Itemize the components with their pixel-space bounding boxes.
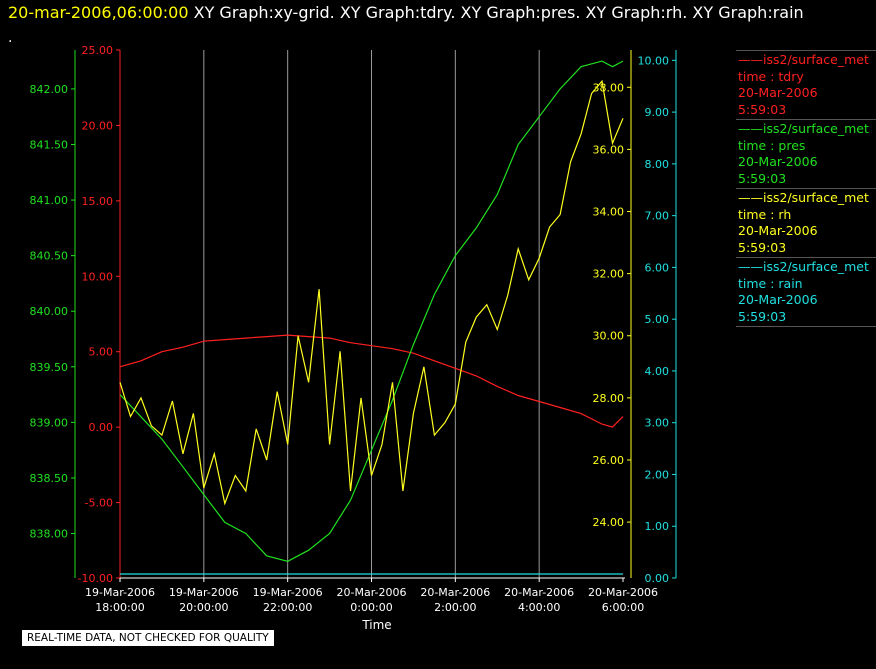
legend: ——iss2/surface_met time : tdry 20-Mar-20…	[736, 50, 876, 327]
rain-tick-label: 3.00	[645, 417, 670, 430]
legend-line-swatch: ——	[738, 121, 763, 136]
pres-tick-label: 841.00	[30, 194, 69, 207]
legend-source: ——iss2/surface_met	[738, 190, 869, 205]
legend-line-swatch: ——	[738, 259, 763, 274]
rain-tick-label: 1.00	[645, 520, 670, 533]
tdry-tick-label: 15.00	[82, 195, 114, 208]
pres-tick-label: 839.50	[30, 361, 69, 374]
rain-tick-label: 6.00	[645, 261, 670, 274]
tdry-tick-label: 10.00	[82, 270, 114, 283]
rain-tick-label: 0.00	[645, 572, 670, 585]
pres-tick-label: 841.50	[30, 138, 69, 151]
x-tick-date: 20-Mar-2006	[337, 586, 407, 599]
x-tick-date: 19-Mar-2006	[85, 586, 155, 599]
legend-field: time : rain	[738, 275, 803, 291]
legend-source: ——iss2/surface_met	[738, 121, 869, 136]
grid	[203, 50, 540, 578]
rh-tick-label: 28.00	[593, 392, 625, 405]
pres-tick-label: 839.00	[30, 416, 69, 429]
tdry-tick-label: -5.00	[85, 497, 113, 510]
legend-line-swatch: ——	[738, 52, 763, 67]
rain-tick-label: 10.00	[638, 54, 670, 67]
rh-tick-label: 26.00	[593, 454, 625, 467]
pres-tick-label: 842.00	[30, 83, 69, 96]
x-tick-time: 2:00:00	[434, 601, 476, 614]
chart-title: 20-mar-2006,06:00:00 XY Graph:xy-grid. X…	[8, 3, 804, 22]
rain-tick-label: 2.00	[645, 468, 670, 481]
legend-field: time : tdry	[738, 68, 804, 84]
pres-tick-label: 840.50	[30, 250, 69, 263]
x-tick-time: 18:00:00	[95, 601, 144, 614]
rain-tick-label: 8.00	[645, 158, 670, 171]
title-graph-names: XY Graph:xy-grid. XY Graph:tdry. XY Grap…	[193, 3, 804, 22]
pres-tick-label: 840.00	[30, 305, 69, 318]
title-date: 20-mar-2006,06:00:00	[8, 3, 189, 22]
x-tick-time: 4:00:00	[518, 601, 560, 614]
tdry-tick-label: -10.00	[78, 572, 113, 585]
x-tick-time: 20:00:00	[179, 601, 228, 614]
x-tick-time: 22:00:00	[263, 601, 312, 614]
x-axis-ticks: 19-Mar-2006 18:00:00 19-Mar-2006 20:00:00 19…	[85, 578, 658, 614]
x-tick-date: 20-Mar-2006	[420, 586, 490, 599]
rh-tick-label: 30.00	[593, 330, 625, 343]
legend-item-pres[interactable]: ——iss2/surface_met time : pres 20-Mar-20…	[736, 119, 876, 188]
rh-tick-label: 34.00	[593, 206, 625, 219]
rain-tick-label: 4.00	[645, 365, 670, 378]
x-tick-date: 19-Mar-2006	[253, 586, 323, 599]
pres-tick-label: 838.50	[30, 472, 69, 485]
series-line-rh	[119, 79, 624, 506]
axes: 838.00 838.50 839.00 839.50 840.00 840.50 841.…	[30, 44, 677, 585]
legend-source: ——iss2/surface_met	[738, 52, 869, 67]
tdry-tick-label: 0.00	[89, 421, 114, 434]
legend-date: 20-Mar-2006	[738, 292, 818, 307]
tdry-tick-label: 20.00	[82, 119, 114, 132]
series-lines	[119, 60, 624, 575]
rain-tick-label: 7.00	[645, 210, 670, 223]
legend-field: time : rh	[738, 206, 792, 222]
x-tick-date: 19-Mar-2006	[169, 586, 239, 599]
legend-time: 5:59:03	[738, 308, 787, 324]
legend-date: 20-Mar-2006	[738, 223, 818, 238]
series-line-pres	[119, 60, 624, 562]
rh-tick-label: 38.00	[593, 81, 625, 94]
x-tick-date: 20-Mar-2006	[588, 586, 658, 599]
legend-source: ——iss2/surface_met	[738, 259, 869, 274]
quality-disclaimer: REAL-TIME DATA, NOT CHECKED FOR QUALITY	[22, 630, 274, 646]
legend-item-rh[interactable]: ——iss2/surface_met time : rh 20-Mar-2006…	[736, 188, 876, 257]
rh-tick-label: 32.00	[593, 268, 625, 281]
rain-tick-label: 9.00	[645, 106, 670, 119]
tdry-tick-label: 5.00	[89, 346, 114, 359]
legend-time: 5:59:03	[738, 239, 787, 255]
x-tick-time: 6:00:00	[602, 601, 644, 614]
x-tick-date: 20-Mar-2006	[504, 586, 574, 599]
legend-line-swatch: ——	[738, 190, 763, 205]
pres-tick-label: 838.00	[30, 528, 69, 541]
title-dot: .	[8, 30, 13, 46]
rain-tick-label: 5.00	[645, 313, 670, 326]
legend-item-rain[interactable]: ——iss2/surface_met time : rain 20-Mar-20…	[736, 257, 876, 327]
tdry-tick-label: 25.00	[82, 44, 114, 57]
series-line-tdry	[119, 334, 624, 428]
legend-time: 5:59:03	[738, 101, 787, 117]
x-axis-label: Time	[361, 618, 391, 632]
x-tick-time: 0:00:00	[350, 601, 392, 614]
legend-field: time : pres	[738, 137, 806, 153]
rh-tick-label: 24.00	[593, 516, 625, 529]
rh-tick-label: 36.00	[593, 143, 625, 156]
legend-time: 5:59:03	[738, 170, 787, 186]
legend-item-tdry[interactable]: ——iss2/surface_met time : tdry 20-Mar-20…	[736, 50, 876, 119]
legend-date: 20-Mar-2006	[738, 154, 818, 169]
legend-date: 20-Mar-2006	[738, 85, 818, 100]
